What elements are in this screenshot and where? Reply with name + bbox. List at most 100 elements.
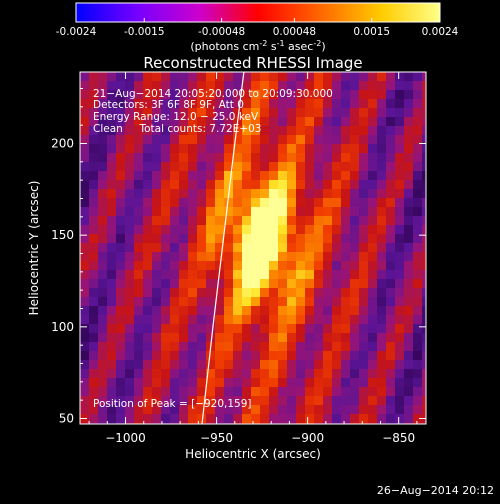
heatmap-cell <box>188 315 198 325</box>
heatmap-cell <box>233 342 243 352</box>
heatmap-cell <box>215 279 225 289</box>
heatmap-cell <box>395 342 405 352</box>
heatmap-cell <box>377 108 387 118</box>
heatmap-cell <box>395 414 405 424</box>
heatmap-cell <box>224 225 234 235</box>
heatmap-cell <box>368 297 378 307</box>
heatmap-cell <box>386 171 396 181</box>
heatmap-cell <box>368 288 378 298</box>
heatmap-cell <box>134 243 144 253</box>
heatmap-cell <box>98 216 108 226</box>
heatmap-cell <box>107 207 117 217</box>
heatmap-cell <box>233 351 243 361</box>
heatmap-cell <box>206 333 216 343</box>
heatmap-cell <box>206 162 216 172</box>
heatmap-cell <box>422 99 426 109</box>
annotation-detectors: Detectors: 3F 6F 8F 9F, Att 0 <box>93 99 244 111</box>
heatmap-cell <box>404 252 414 262</box>
heatmap-cell <box>134 117 144 127</box>
heatmap-cell <box>332 369 342 379</box>
heatmap-cell <box>422 225 426 235</box>
heatmap-cell <box>89 117 99 127</box>
heatmap-cell <box>98 261 108 271</box>
heatmap-cell <box>152 162 162 172</box>
heatmap-cell <box>251 351 261 361</box>
heatmap-cell <box>260 144 270 154</box>
heatmap-cell <box>377 225 387 235</box>
heatmap-cell <box>116 270 126 280</box>
heatmap-cell <box>386 387 396 397</box>
heatmap-cell <box>188 126 198 136</box>
heatmap-cell <box>197 252 207 262</box>
heatmap-cell <box>197 99 207 109</box>
heatmap-cell <box>278 207 288 217</box>
heatmap-cell <box>107 135 117 145</box>
heatmap-cell <box>134 126 144 136</box>
heatmap-cell <box>134 315 144 325</box>
heatmap-cell <box>197 72 207 82</box>
heatmap-cell <box>422 135 426 145</box>
heatmap-cell <box>296 270 306 280</box>
x-tick-label: −1000 <box>105 431 146 445</box>
heatmap-cell <box>80 135 90 145</box>
heatmap-cell <box>377 144 387 154</box>
heatmap-cell <box>386 81 396 91</box>
heatmap-cell <box>98 297 108 307</box>
heatmap-cell <box>323 216 333 226</box>
heatmap-cell <box>89 369 99 379</box>
heatmap-cell <box>350 126 360 136</box>
heatmap-cell <box>206 126 216 136</box>
heatmap-cell <box>80 90 90 100</box>
heatmap-cell <box>206 144 216 154</box>
heatmap-cell <box>341 225 351 235</box>
heatmap-cell <box>422 162 426 172</box>
heatmap-cell <box>233 135 243 145</box>
heatmap-cell <box>170 306 180 316</box>
heatmap-cell <box>251 261 261 271</box>
heatmap-cell <box>224 198 234 208</box>
heatmap-cell <box>197 198 207 208</box>
heatmap-cell <box>341 126 351 136</box>
heatmap-cell <box>170 333 180 343</box>
heatmap-cell <box>206 135 216 145</box>
heatmap-cell <box>323 72 333 82</box>
heatmap-cell <box>368 414 378 424</box>
heatmap-cell <box>260 288 270 298</box>
heatmap-cell <box>404 162 414 172</box>
heatmap-cell <box>251 81 261 91</box>
heatmap-cell <box>278 396 288 406</box>
heatmap-cell <box>359 414 369 424</box>
heatmap-cell <box>332 117 342 127</box>
heatmap-cell <box>143 378 153 388</box>
heatmap-cell <box>332 81 342 91</box>
heatmap-cell <box>197 261 207 271</box>
heatmap-cell <box>386 315 396 325</box>
heatmap-cell <box>152 396 162 406</box>
heatmap-cell <box>206 378 216 388</box>
footer-date: 26−Aug−2014 20:12 <box>377 484 494 497</box>
heatmap-cell <box>251 360 261 370</box>
heatmap-cell <box>323 198 333 208</box>
heatmap-cell <box>233 279 243 289</box>
heatmap-cell <box>386 234 396 244</box>
heatmap-cell <box>404 189 414 199</box>
heatmap-cell <box>233 72 243 82</box>
heatmap-cell <box>332 297 342 307</box>
heatmap-cell <box>215 270 225 280</box>
heatmap-cell <box>161 225 171 235</box>
heatmap-cell <box>368 117 378 127</box>
heatmap-cell <box>188 288 198 298</box>
heatmap-cell <box>341 243 351 253</box>
heatmap-cell <box>197 126 207 136</box>
heatmap-cell <box>278 234 288 244</box>
heatmap-cell <box>224 135 234 145</box>
heatmap-cell <box>395 162 405 172</box>
heatmap-cell <box>188 189 198 199</box>
heatmap-cell <box>305 117 315 127</box>
heatmap-cell <box>80 297 90 307</box>
heatmap-cell <box>422 198 426 208</box>
heatmap-cell <box>386 189 396 199</box>
heatmap-cell <box>323 297 333 307</box>
heatmap-cell <box>152 279 162 289</box>
heatmap-cell <box>305 180 315 190</box>
